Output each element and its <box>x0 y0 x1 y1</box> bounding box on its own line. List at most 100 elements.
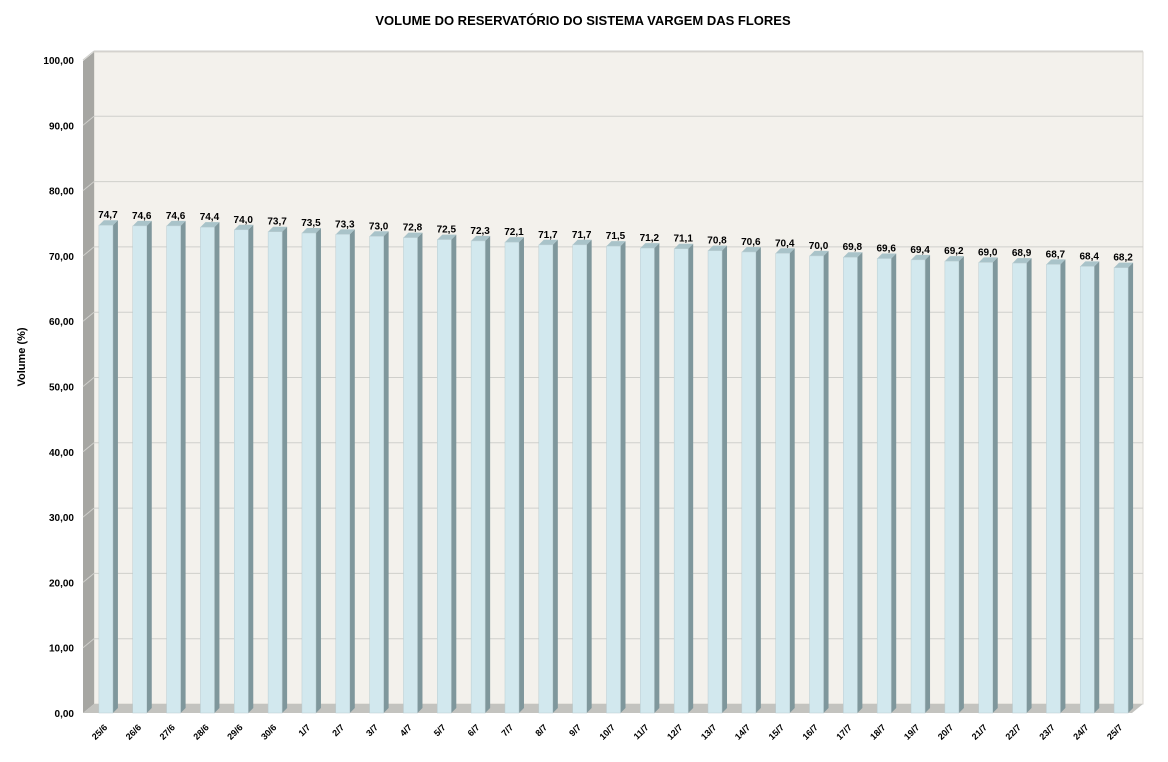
bar-top <box>403 232 423 238</box>
x-tick-label: 4/7 <box>398 722 414 738</box>
x-tick-label: 13/7 <box>699 722 718 741</box>
bar <box>1046 264 1061 714</box>
bar-side <box>485 235 491 714</box>
x-tick-label: 11/7 <box>632 722 651 741</box>
bar <box>267 231 283 714</box>
bar-side <box>654 243 660 713</box>
x-tick-label: 1/7 <box>296 722 312 738</box>
bar <box>944 260 960 714</box>
bar <box>606 245 621 714</box>
bar <box>335 234 351 714</box>
x-tick-label: 22/7 <box>1004 722 1023 741</box>
bar-top <box>944 256 964 262</box>
y-tick-label: 40,00 <box>49 448 74 459</box>
x-tick-label: 19/7 <box>902 722 921 741</box>
bar-side <box>1060 259 1066 713</box>
data-label: 73,7 <box>267 217 287 228</box>
bar-top <box>538 239 558 245</box>
bar <box>978 262 993 714</box>
x-tick-label: 14/7 <box>733 722 752 741</box>
bar <box>640 247 655 714</box>
bar-side <box>586 239 592 713</box>
bar <box>403 237 418 714</box>
bar-side <box>451 234 457 713</box>
bar-side <box>688 243 694 714</box>
bar-side <box>146 220 152 713</box>
bar-side <box>958 256 964 713</box>
bar-side <box>214 222 220 713</box>
bar-top <box>606 241 626 247</box>
gridline-side <box>82 181 95 191</box>
bar-top <box>911 254 931 260</box>
y-tick-label: 30,00 <box>49 513 74 524</box>
y-tick-label: 100,00 <box>43 56 74 67</box>
bar-side <box>1026 258 1032 713</box>
x-tick-label: 25/7 <box>1105 722 1124 741</box>
gridline-side <box>82 442 95 453</box>
bar <box>166 225 181 714</box>
x-tick-label: 23/7 <box>1037 722 1056 741</box>
bar-side <box>1094 261 1100 713</box>
data-label: 72,1 <box>504 227 524 238</box>
gridline-side <box>82 50 95 61</box>
bar-top <box>471 235 491 241</box>
bar-top <box>268 226 288 232</box>
x-tick-label: 10/7 <box>597 722 616 741</box>
x-tick-label: 27/6 <box>158 722 177 741</box>
bar-top <box>234 224 254 230</box>
bar-top <box>674 243 694 249</box>
x-tick-label: 2/7 <box>330 722 346 738</box>
bar-side <box>417 232 423 713</box>
y-axis-label: Volume (%) <box>16 327 28 386</box>
plot-area: 0,00 10,00 20,00 30,00 40,00 50,00 60,00 70,00 8… <box>43 50 1144 742</box>
data-label: 68,7 <box>1046 249 1066 260</box>
bar-side <box>518 237 524 713</box>
gridline-side <box>82 115 95 126</box>
x-tick-label: 15/7 <box>767 722 786 741</box>
bar-side <box>315 228 321 714</box>
x-tick-label: 29/6 <box>225 722 244 741</box>
bar <box>504 241 520 714</box>
data-label: 70,0 <box>809 241 829 252</box>
bar <box>1113 267 1129 714</box>
x-tick-label: 3/7 <box>364 722 380 738</box>
bar <box>538 244 554 714</box>
bar <box>98 224 114 714</box>
y-tick-label: 0,00 <box>55 709 75 720</box>
y-tick-label: 70,00 <box>49 252 74 263</box>
data-label: 71,7 <box>572 230 592 241</box>
data-label: 74,0 <box>234 215 254 226</box>
bar-side <box>282 226 288 713</box>
bar-top <box>978 257 998 263</box>
data-label: 72,5 <box>437 225 457 236</box>
bar-top <box>437 234 457 240</box>
bar-side <box>823 250 829 713</box>
bar-top <box>98 220 118 226</box>
bar <box>673 248 689 714</box>
gridline-side <box>82 246 95 257</box>
bar-top <box>1046 259 1066 265</box>
gridline-side <box>82 573 95 583</box>
bar-side <box>925 254 931 713</box>
bar-side <box>789 248 795 713</box>
data-label: 74,4 <box>200 212 220 223</box>
x-tick-label: 9/7 <box>567 722 583 738</box>
x-tick-label: 21/7 <box>970 722 989 741</box>
data-label: 70,6 <box>741 237 761 248</box>
bar-top <box>200 222 220 228</box>
bar-side <box>349 229 355 713</box>
bar-top <box>809 250 829 256</box>
x-tick-label: 28/6 <box>191 722 210 741</box>
bar <box>775 253 790 714</box>
bar-side <box>992 257 998 713</box>
x-tick-label: 24/7 <box>1071 722 1090 741</box>
bar-side <box>1128 262 1134 713</box>
bar <box>301 232 317 714</box>
bar-top <box>301 228 321 234</box>
data-label: 73,5 <box>301 218 321 229</box>
x-tick-label: 30/6 <box>259 722 278 741</box>
bar-top <box>877 253 897 259</box>
bar <box>437 239 452 714</box>
x-tick-label: 17/7 <box>834 722 853 741</box>
